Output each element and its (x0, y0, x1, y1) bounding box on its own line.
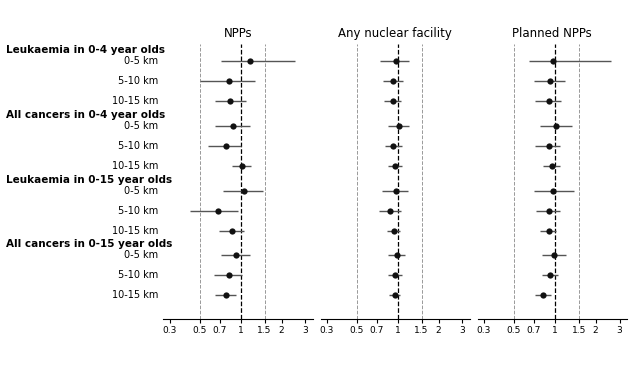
Text: 5-10 km: 5-10 km (118, 270, 158, 280)
Text: 5-10 km: 5-10 km (118, 206, 158, 215)
Title: Planned NPPs: Planned NPPs (512, 27, 592, 40)
Text: Leukaemia in 0-15 year olds: Leukaemia in 0-15 year olds (6, 175, 172, 185)
Text: 10-15 km: 10-15 km (112, 290, 158, 300)
Text: 5-10 km: 5-10 km (118, 76, 158, 86)
Text: Leukaemia in 0-4 year olds: Leukaemia in 0-4 year olds (6, 45, 165, 55)
Text: 0-5 km: 0-5 km (124, 186, 158, 196)
Text: 10-15 km: 10-15 km (112, 161, 158, 171)
Text: 5-10 km: 5-10 km (118, 141, 158, 151)
Text: 0-5 km: 0-5 km (124, 250, 158, 261)
Text: All cancers in 0-4 year olds: All cancers in 0-4 year olds (6, 110, 165, 120)
Text: 10-15 km: 10-15 km (112, 96, 158, 106)
Text: 0-5 km: 0-5 km (124, 121, 158, 131)
Text: 0-5 km: 0-5 km (124, 56, 158, 66)
Title: Any nuclear facility: Any nuclear facility (338, 27, 452, 40)
Title: NPPs: NPPs (224, 27, 253, 40)
Text: 10-15 km: 10-15 km (112, 226, 158, 236)
Text: All cancers in 0-15 year olds: All cancers in 0-15 year olds (6, 240, 173, 250)
